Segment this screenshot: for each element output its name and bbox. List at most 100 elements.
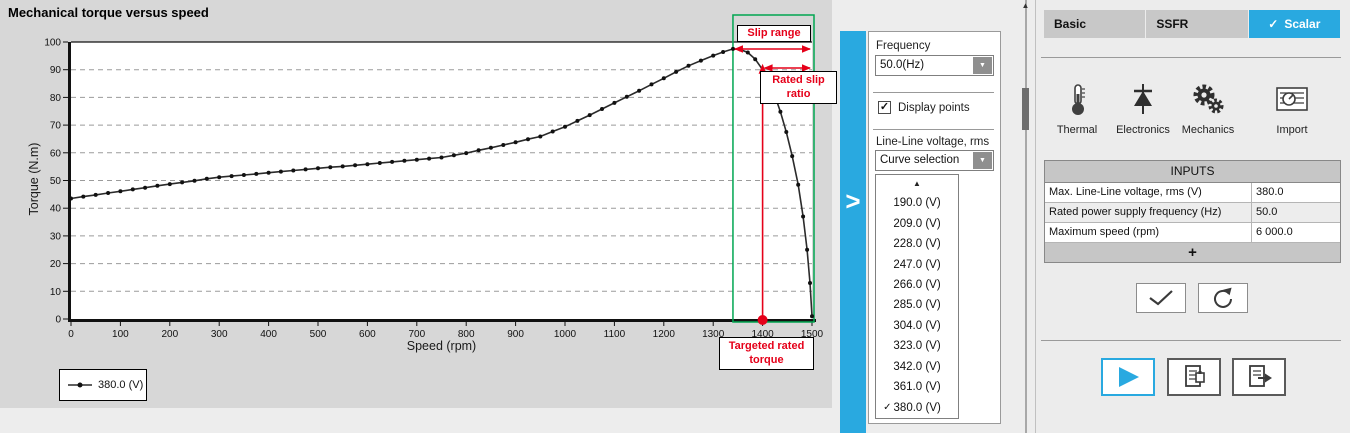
voltage-option[interactable]: 304.0 (V)	[893, 319, 941, 332]
voltage-option[interactable]: ✓ 380.0 (V)	[883, 401, 941, 414]
svg-text:50: 50	[50, 176, 62, 187]
chart-panel: Mechanical torque versus speed 0 100 200 30…	[0, 0, 837, 408]
check-icon: ✓	[883, 402, 892, 414]
svg-text:500: 500	[310, 329, 327, 340]
chart-annotations	[733, 45, 811, 325]
slip-range-annotation: Slip range	[737, 25, 811, 42]
svg-text:900: 900	[507, 329, 524, 340]
copy-report-icon	[1185, 365, 1205, 387]
svg-text:1400: 1400	[751, 329, 774, 340]
run-button[interactable]	[1101, 358, 1155, 396]
check-icon: ✓	[879, 101, 890, 113]
expand-panel-bar[interactable]: >	[840, 31, 866, 433]
svg-text:700: 700	[408, 329, 425, 340]
tab-basic[interactable]: Basic	[1044, 10, 1146, 38]
voltage-option[interactable]: 285.0 (V)	[893, 299, 941, 312]
voltage-option[interactable]: 266.0 (V)	[893, 279, 941, 292]
divider	[873, 92, 994, 93]
svg-text:1000: 1000	[554, 329, 577, 340]
tab-ssfr[interactable]: SSFR	[1146, 10, 1248, 38]
table-row: Max. Line-Line voltage, rms (V) 380.0	[1045, 183, 1340, 203]
svg-text:40: 40	[50, 204, 62, 215]
targeted-rated-torque-annotation: Targeted rated torque	[719, 337, 814, 370]
play-icon	[1119, 367, 1139, 387]
vertical-scrollbar[interactable]	[1025, 0, 1027, 433]
check-icon	[1149, 290, 1173, 306]
inputs-table-header: INPUTS	[1045, 161, 1340, 183]
voltage-option[interactable]: 361.0 (V)	[893, 381, 941, 394]
undo-icon	[1214, 287, 1232, 308]
copy-report-button[interactable]	[1167, 358, 1221, 396]
thermal-button[interactable]: Thermal	[1045, 82, 1109, 136]
electronics-button[interactable]: Electronics	[1111, 82, 1175, 136]
inputs-table: INPUTS Max. Line-Line voltage, rms (V) 3…	[1044, 160, 1341, 263]
import-button[interactable]: Import	[1260, 82, 1324, 136]
voltage-dropdown[interactable]: Curve selection ▼	[875, 150, 994, 171]
voltage-option[interactable]: 323.0 (V)	[893, 340, 941, 353]
scrollbar-up-icon[interactable]: ▲	[1021, 1, 1030, 10]
chevron-right-icon: >	[845, 186, 861, 216]
svg-text:100: 100	[44, 38, 61, 49]
svg-text:30: 30	[50, 231, 62, 242]
svg-text:1300: 1300	[702, 329, 725, 340]
scrollbar-thumb[interactable]	[1022, 88, 1029, 130]
voltage-label: Line-Line voltage, rms	[876, 136, 990, 148]
voltage-options-list: ▲ 190.0 (V) 209.0 (V) 228.0 (V) 247.0 (V) 26…	[875, 174, 959, 419]
y-axis-label: Torque (N.m)	[27, 142, 41, 216]
add-row-button[interactable]: +	[1045, 243, 1340, 262]
chart-title: Mechanical torque versus speed	[8, 5, 209, 20]
tab-scalar[interactable]: ✓ Scalar	[1248, 10, 1340, 38]
svg-text:80: 80	[50, 93, 62, 104]
datasheet-icon	[1276, 87, 1308, 111]
voltage-option[interactable]: 228.0 (V)	[893, 238, 941, 251]
mechanics-button[interactable]: Mechanics	[1176, 82, 1240, 136]
table-row: Maximum speed (rpm) 6 000.0	[1045, 223, 1340, 243]
svg-text:60: 60	[50, 148, 62, 159]
legend-label: 380.0 (V)	[98, 379, 144, 391]
settings-panel: Basic SSFR ✓ Scalar Thermal	[1035, 0, 1350, 433]
chevron-down-icon[interactable]: ▼	[973, 57, 992, 74]
torque-speed-plot: 0 100 200 300 400 500 600 700 800 900 1000 1100 1200…	[44, 14, 824, 340]
export-icon	[1249, 365, 1272, 387]
svg-text:800: 800	[458, 329, 475, 340]
divider	[1041, 340, 1341, 341]
svg-text:70: 70	[50, 121, 62, 132]
svg-text:300: 300	[211, 329, 228, 340]
diode-icon	[1134, 84, 1152, 114]
voltage-option[interactable]: 247.0 (V)	[893, 258, 941, 271]
svg-text:100: 100	[112, 329, 129, 340]
svg-text:1200: 1200	[653, 329, 676, 340]
maximum-speed-value[interactable]: 6 000.0	[1251, 223, 1340, 242]
table-row: Rated power supply frequency (Hz) 50.0	[1045, 203, 1340, 223]
voltage-dropdown-value: Curve selection	[880, 154, 960, 166]
divider	[1041, 57, 1341, 58]
chevron-down-icon[interactable]: ▼	[973, 152, 992, 169]
svg-text:20: 20	[50, 259, 62, 270]
frequency-dropdown[interactable]: 50.0(Hz) ▼	[875, 55, 994, 76]
x-axis-label: Speed (rpm)	[406, 339, 477, 353]
svg-text:10: 10	[50, 287, 62, 298]
max-voltage-value[interactable]: 380.0	[1251, 183, 1340, 202]
curve-control-panel: Frequency 50.0(Hz) ▼ ✓ Display points Li…	[868, 31, 1001, 424]
voltage-option[interactable]: 209.0 (V)	[893, 217, 941, 230]
rated-frequency-value[interactable]: 50.0	[1251, 203, 1340, 222]
svg-text:600: 600	[359, 329, 376, 340]
display-points-label: Display points	[898, 102, 970, 114]
rated-slip-ratio-annotation: Rated slip ratio	[760, 71, 837, 104]
svg-text:1500: 1500	[801, 329, 824, 340]
svg-text:1100: 1100	[604, 329, 626, 340]
voltage-option[interactable]: 190.0 (V)	[893, 197, 941, 210]
svg-text:0: 0	[55, 315, 61, 326]
apply-button[interactable]	[1136, 283, 1186, 313]
svg-text:0: 0	[68, 329, 74, 340]
export-button[interactable]	[1232, 358, 1286, 396]
gears-icon	[1193, 84, 1224, 114]
scroll-up-icon[interactable]: ▲	[913, 179, 921, 188]
svg-text:200: 200	[161, 329, 178, 340]
frequency-value: 50.0(Hz)	[880, 59, 925, 71]
voltage-option[interactable]: 342.0 (V)	[893, 360, 941, 373]
display-points-checkbox[interactable]: ✓	[878, 101, 891, 114]
reset-button[interactable]	[1198, 283, 1248, 313]
svg-text:90: 90	[50, 65, 62, 76]
